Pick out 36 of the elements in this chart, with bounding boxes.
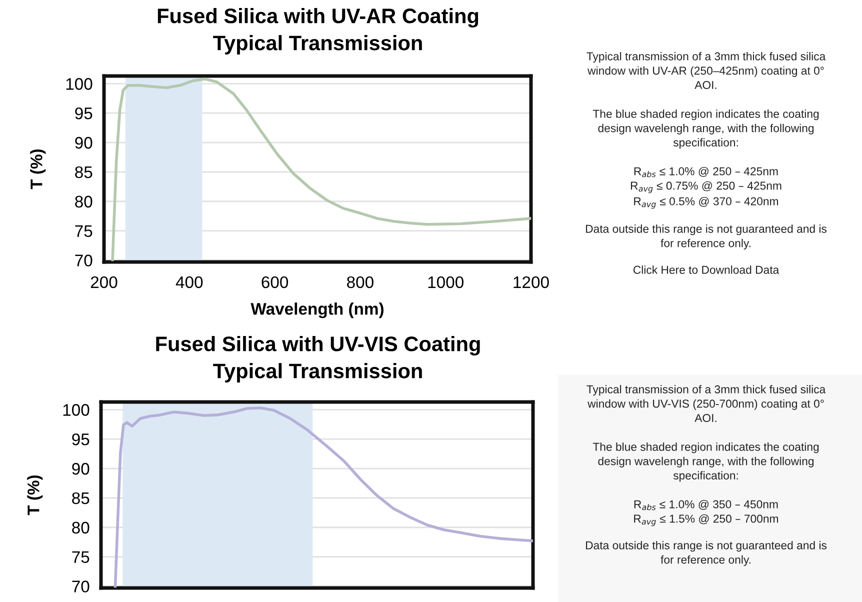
y-tick-label: 85 — [75, 166, 92, 178]
y-tick-label: 95 — [75, 107, 92, 120]
y-axis-title: T (%) — [27, 475, 43, 516]
y-tick-label: 100 — [66, 78, 92, 90]
text: Data outside this range is not guaranteed and is for reference only. — [586, 541, 827, 566]
y-tick-label: 90 — [72, 462, 90, 475]
x-tick-label: 800 — [347, 276, 374, 288]
text: Typical transmission of a 3mm thick fused silica window with UV-VIS (250-700nm) coating at 0° AOI. — [586, 385, 826, 422]
x-tick-label: 600 — [262, 276, 288, 288]
text: Data outside this range is not guaranteed and is for reference only. — [586, 224, 827, 250]
x-tick-label: 1000 — [428, 276, 464, 288]
y-tick-label: 95 — [72, 433, 90, 446]
y-tick-label: 80 — [75, 196, 92, 208]
text: R$_{abs}$ ≤ 1.0% @ 250 – 425nm R$_{avg}$ ≤ 0.75% @ 250 – 425nm R$_{avg}$ ≤ 0.5% @ 370 – 420nm — [630, 166, 782, 209]
y-tick-label: 75 — [75, 225, 92, 238]
text: The blue shaded region indicates the coating design wavelengh range, with the following specification: — [592, 110, 819, 149]
y-tick-label: 90 — [75, 136, 92, 149]
x-tick-label: 400 — [176, 276, 203, 288]
y-tick-label: 75 — [72, 551, 90, 564]
chart-title: Fused Silica with UV-AR Coating Typical Transmission — [158, 8, 478, 54]
y-axis-title: T (%) — [30, 149, 46, 190]
text: Typical transmission of a 3mm thick fused silica window with UV-AR (250–425nm) coating at 0° AOI. — [586, 52, 826, 90]
text: R$_{abs}$ ≤ 1.0% @ 350 – 450nm R$_{avg}$ ≤ 1.5% @ 250 – 700nm — [634, 500, 778, 526]
x-tick-label: 200 — [90, 276, 118, 288]
line-series — [111, 78, 531, 262]
y-tick-label: 70 — [75, 254, 92, 266]
x-tick-label: 1200 — [514, 276, 549, 288]
y-tick-label: 100 — [63, 404, 90, 416]
y-tick-label: 80 — [72, 522, 90, 534]
text: Click Here to Download Data — [633, 266, 780, 274]
line-series — [114, 406, 533, 588]
chart-title: Fused Silica with UV-VIS Coating Typical Transmission — [156, 336, 480, 382]
y-tick-label: 70 — [72, 580, 90, 592]
x-axis-title: Wavelength (nm) — [250, 302, 384, 318]
y-tick-label: 85 — [72, 492, 90, 504]
text: The blue shaded region indicates the coating design wavelengh range, with the following specification: — [592, 442, 819, 482]
